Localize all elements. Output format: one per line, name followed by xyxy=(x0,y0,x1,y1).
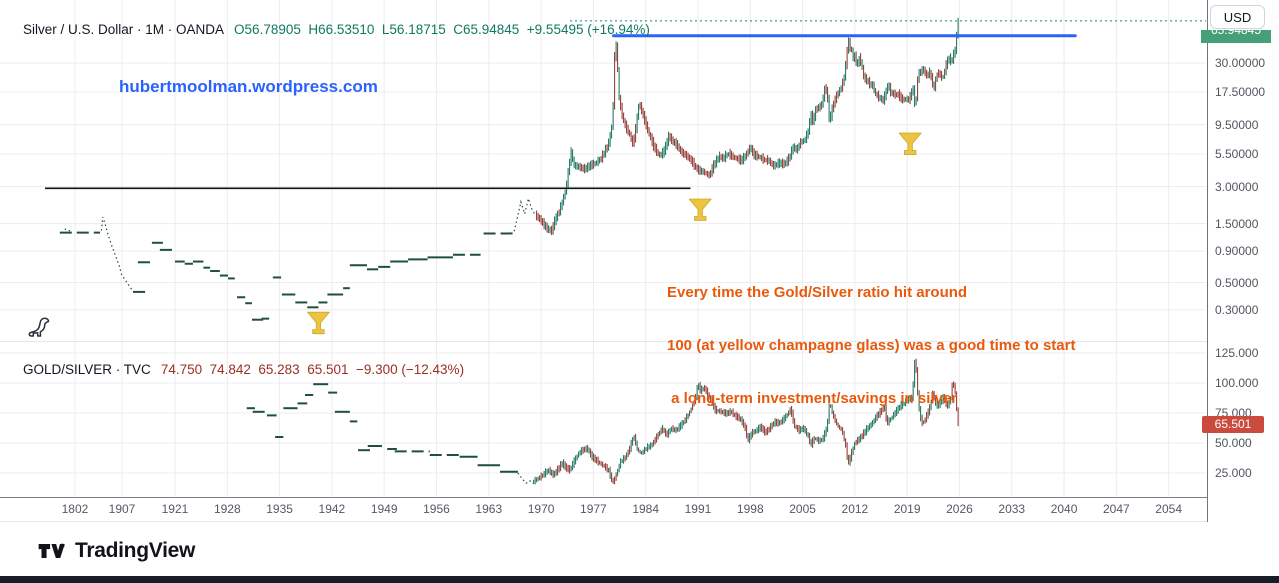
time-label: 1949 xyxy=(370,502,398,516)
price-label: 125.000 xyxy=(1215,346,1259,360)
price-label: 3.00000 xyxy=(1215,179,1259,194)
time-label: 1991 xyxy=(684,502,712,516)
time-axis-border xyxy=(0,497,1279,498)
price-label: 5.50000 xyxy=(1215,147,1259,162)
bottom-window-edge xyxy=(0,576,1279,583)
time-label: 1928 xyxy=(213,502,241,516)
time-label: 1921 xyxy=(161,502,189,516)
pane1-price-badge: 65.94845 xyxy=(1201,30,1271,43)
annotation-line: 100 (at yellow champagne glass) was a go… xyxy=(667,336,1076,354)
time-label: 1956 xyxy=(423,502,450,516)
price-label: 0.50000 xyxy=(1215,275,1259,290)
time-label: 2054 xyxy=(1155,502,1183,516)
annotation-line: Every time the Gold/Silver ratio hit aro… xyxy=(667,284,968,302)
time-label: 2019 xyxy=(893,502,921,516)
ohlc-values: O56.78905 H66.53510 L56.18715 C65.94845 … xyxy=(234,22,650,37)
time-label: 1970 xyxy=(527,502,555,516)
price-label: 0.90000 xyxy=(1215,244,1259,259)
champagne-glass-icon[interactable] xyxy=(307,311,330,335)
dinosaur-icon xyxy=(26,309,58,346)
champagne-glass-icon[interactable] xyxy=(898,132,922,155)
time-label: 1977 xyxy=(580,502,607,516)
pane-separator[interactable] xyxy=(0,341,1279,342)
champagne-glass-icon[interactable] xyxy=(688,198,712,221)
tradingview-logo[interactable]: TradingView xyxy=(38,538,195,564)
pane2-ohlc-values: 74.750 74.842 65.283 65.501 −9.300 (−12.… xyxy=(160,362,465,377)
time-label: 2033 xyxy=(998,502,1026,516)
price-label: 25.000 xyxy=(1215,466,1252,480)
time-label: 2005 xyxy=(789,502,816,516)
time-axis[interactable]: 1802 1907 1921 1928 1935 1942 1949 1956 1963 1970… xyxy=(0,498,1206,521)
price-label: 0.30000 xyxy=(1215,302,1259,317)
time-label: 1935 xyxy=(266,502,293,516)
chart-annotation-text: Every time the Gold/Silver ratio hit aro… xyxy=(667,249,1147,443)
price-label: 50.000 xyxy=(1215,436,1252,450)
time-label: 1998 xyxy=(736,502,764,516)
price-label: 9.50000 xyxy=(1215,117,1259,132)
tradingview-logo-icon xyxy=(38,543,65,558)
price-label: 100.000 xyxy=(1215,376,1259,390)
symbol-title: Silver / U.S. Dollar · 1M · OANDA xyxy=(23,22,225,37)
time-label: 2047 xyxy=(1103,502,1130,516)
price-label: 1.50000 xyxy=(1215,216,1259,231)
time-label: 2012 xyxy=(841,502,869,516)
time-label: 2026 xyxy=(946,502,973,516)
watermark-link: hubertmoolman.wordpress.com xyxy=(119,77,378,96)
currency-toggle-button[interactable]: USD xyxy=(1210,5,1265,29)
time-label: 1802 xyxy=(61,502,89,516)
footer-divider xyxy=(0,521,1279,522)
price-label: 17.50000 xyxy=(1215,84,1266,99)
pane2-legend[interactable]: GOLD/SILVER · TVC 74.750 74.842 65.283 65… xyxy=(8,347,464,392)
price-axis[interactable]: 65.94845 USD 30.00000 17.50000 9.50000 5.50… xyxy=(1201,0,1279,522)
time-label: 1984 xyxy=(632,502,660,516)
pane2-symbol-title: GOLD/SILVER · TVC xyxy=(23,362,151,377)
annotation-line: a long-term investment/savings in silver xyxy=(667,389,958,407)
pane1-legend[interactable]: Silver / U.S. Dollar · 1M · OANDA O56.789… xyxy=(8,7,650,52)
time-label: 1907 xyxy=(108,502,136,516)
time-label: 1942 xyxy=(318,502,346,516)
time-label: 1963 xyxy=(475,502,503,516)
time-label: 2040 xyxy=(1050,502,1078,516)
tradingview-logo-text: TradingView xyxy=(75,539,196,562)
price-label: 30.00000 xyxy=(1215,56,1266,71)
pane2-price-badge: 65.501 xyxy=(1202,416,1264,433)
